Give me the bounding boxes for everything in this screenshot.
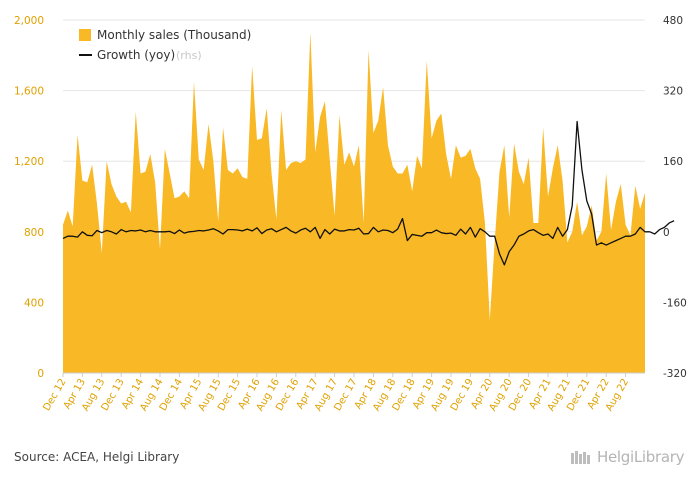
left-tick-label: 0 bbox=[37, 368, 44, 380]
left-tick-label: 1,600 bbox=[14, 86, 44, 98]
legend-sales-swatch bbox=[79, 29, 91, 41]
growth-line bbox=[62, 120, 675, 266]
brand-name: HelgiLibrary bbox=[597, 448, 685, 466]
right-tick-label: 160 bbox=[663, 156, 683, 168]
left-tick-label: 400 bbox=[24, 297, 44, 309]
right-axis: -320 -160 0 160 320 480 bbox=[663, 15, 687, 380]
sales-area-path bbox=[63, 32, 645, 374]
right-tick-label: 320 bbox=[663, 86, 683, 98]
left-axis: 0 400 800 1,200 1,600 2,000 bbox=[14, 15, 44, 380]
left-tick-label: 1,200 bbox=[14, 156, 44, 168]
right-tick-label: 480 bbox=[663, 15, 683, 27]
legend-sales-label: Monthly sales (Thousand) bbox=[97, 28, 251, 42]
source-note: Source: ACEA, Helgi Library bbox=[14, 450, 180, 464]
left-tick-label: 800 bbox=[24, 227, 44, 239]
growth-line-path bbox=[62, 120, 675, 266]
brand: HelgiLibrary bbox=[570, 448, 685, 466]
legend-growth-rhs: (rhs) bbox=[176, 49, 202, 62]
library-logo-icon bbox=[571, 451, 590, 464]
left-tick-label: 2,000 bbox=[14, 15, 44, 27]
sales-area bbox=[63, 32, 645, 374]
legend: Monthly sales (Thousand) Growth (yoy) (r… bbox=[79, 28, 251, 62]
right-tick-label: -320 bbox=[663, 368, 687, 380]
right-tick-label: -160 bbox=[663, 297, 687, 309]
legend-growth-label: Growth (yoy) bbox=[97, 48, 175, 62]
right-tick-label: 0 bbox=[663, 227, 670, 239]
